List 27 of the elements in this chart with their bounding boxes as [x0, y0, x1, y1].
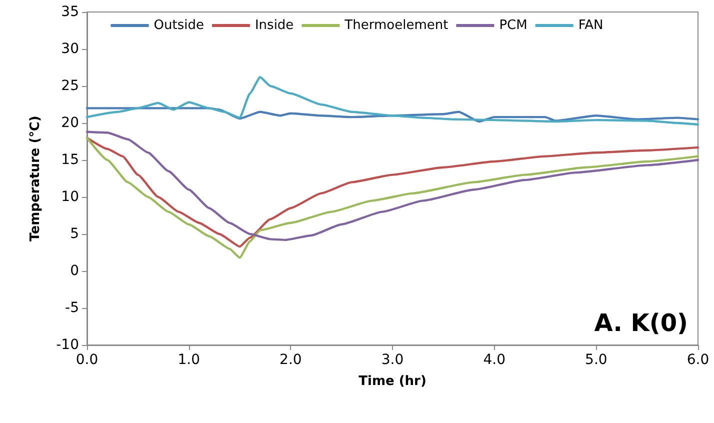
y-tick-label: 15	[61, 152, 79, 168]
legend-label: Thermoelement	[344, 18, 448, 33]
legend-label: FAN	[578, 18, 604, 33]
x-tick-label: 4.0	[483, 352, 506, 368]
x-tick-label: 1.0	[178, 352, 200, 368]
x-tick-label: 5.0	[585, 352, 608, 368]
x-axis-title: Time (hr)	[358, 374, 426, 389]
legend-label: Outside	[154, 18, 204, 33]
legend-label: PCM	[499, 18, 528, 33]
y-tick-label: 30	[61, 41, 79, 57]
x-tick-label: 6.0	[686, 352, 710, 368]
y-tick-label: -10	[56, 337, 79, 353]
legend-label: Inside	[254, 18, 294, 33]
line-series	[86, 107, 700, 123]
y-tick-label: 25	[61, 78, 79, 94]
y-tick-label: -5	[65, 300, 79, 316]
annotation: A. K(0)	[594, 309, 688, 337]
x-tick-label: 2.0	[280, 352, 302, 368]
y-tick-label: 0	[70, 263, 79, 279]
x-tick-label: 3.0	[381, 352, 404, 368]
y-tick-label: 20	[61, 115, 79, 131]
line-series	[86, 76, 700, 126]
y-tick-label: 5	[70, 226, 79, 242]
y-tick-label: 10	[61, 189, 79, 205]
x-tick-label: 0.0	[76, 352, 98, 368]
y-axis-title: Temperature (℃)	[28, 116, 43, 242]
y-tick-label: 35	[61, 4, 79, 20]
